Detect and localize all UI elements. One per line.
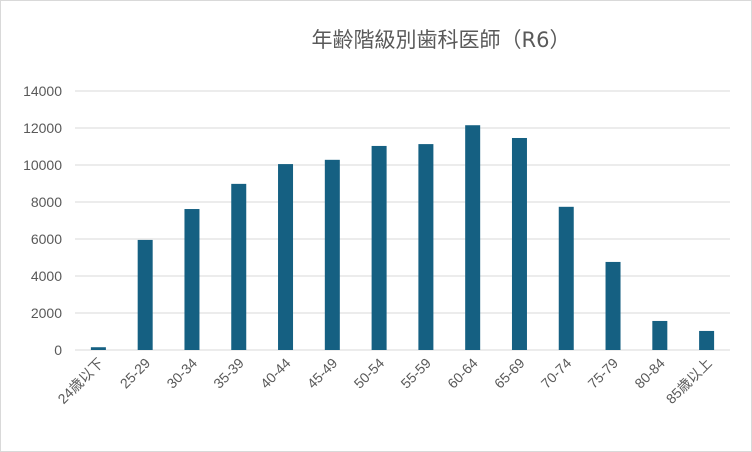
x-tick-label: 35-39: [210, 355, 247, 392]
bar-4: [278, 164, 294, 350]
y-tick-label: 12000: [23, 120, 62, 136]
x-tick-label: 30-34: [163, 355, 200, 392]
x-tick-label: 25-29: [117, 355, 154, 392]
chart-title: 年齢階級別歯科医師（R6）: [311, 28, 571, 52]
gridlines: [75, 90, 730, 351]
bar-13: [699, 330, 715, 350]
y-tick-label: 14000: [23, 83, 62, 99]
y-tick-label: 10000: [23, 157, 62, 173]
bar-12: [652, 320, 668, 350]
bar-11: [605, 261, 621, 350]
y-tick-label: 6000: [31, 231, 62, 247]
bar-7: [418, 144, 434, 350]
bar-0: [90, 347, 106, 350]
x-tick-label: 85歳以上: [663, 355, 715, 407]
bar-8: [465, 125, 481, 350]
x-tick-label: 80-84: [631, 355, 668, 392]
bar-5: [324, 159, 340, 350]
y-tick-label: 4000: [31, 268, 62, 284]
bars: [90, 125, 715, 350]
x-tick-label: 75-79: [585, 355, 622, 392]
bar-6: [371, 145, 387, 350]
y-tick-label: 0: [54, 342, 62, 358]
x-tick-label: 45-49: [304, 355, 341, 392]
x-tick-label: 65-69: [491, 355, 528, 392]
x-tick-label: 60-64: [444, 355, 481, 392]
bar-9: [511, 137, 527, 350]
y-tick-labels: 0 2000 4000 6000 8000 10000 12000 14000: [23, 83, 62, 358]
bar-1: [137, 239, 153, 350]
bar-10: [558, 206, 574, 350]
x-tick-label: 50-54: [351, 355, 388, 392]
x-tick-labels: 24歳以下 25-29 30-34 35-39 40-44 45-49 50-54 55-59…: [54, 355, 714, 407]
y-tick-label: 2000: [31, 305, 62, 321]
y-tick-label: 8000: [31, 194, 62, 210]
bar-2: [184, 209, 200, 350]
x-tick-label: 55-59: [397, 355, 434, 392]
x-tick-label: 70-74: [538, 355, 575, 392]
x-tick-label: 24歳以下: [54, 355, 106, 407]
x-tick-label: 40-44: [257, 355, 294, 392]
bar-3: [231, 183, 247, 350]
